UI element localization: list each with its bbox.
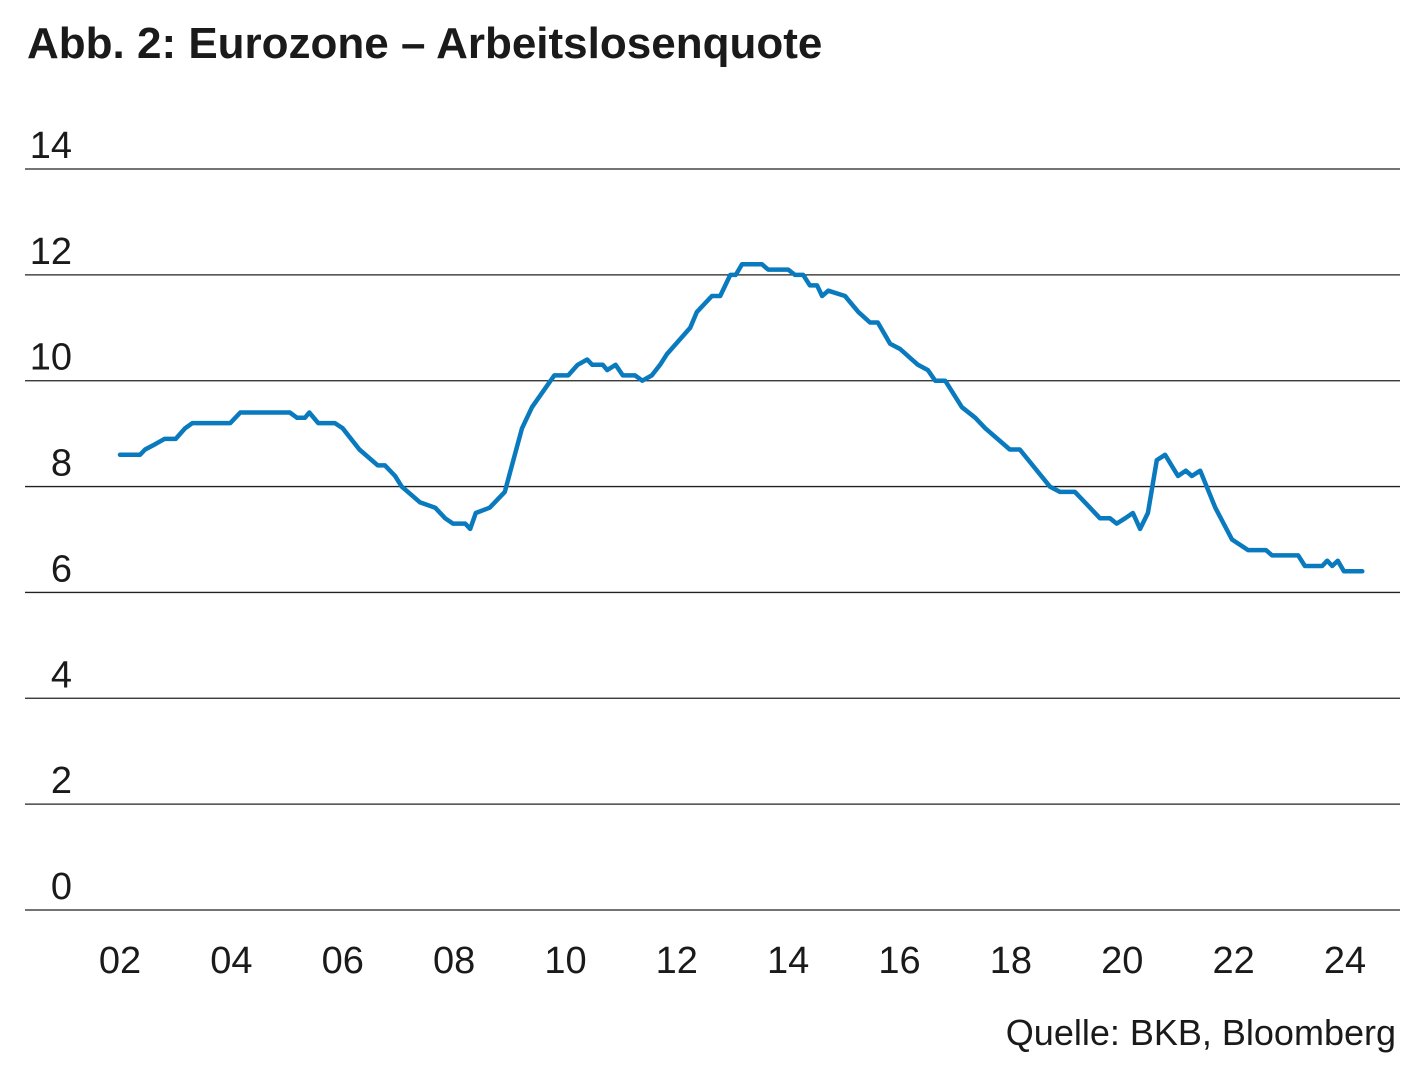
y-tick-label: 10 — [30, 337, 72, 379]
y-tick-label: 8 — [51, 443, 72, 485]
x-tick-label: 16 — [878, 940, 920, 982]
x-tick-label: 14 — [767, 940, 809, 982]
x-tick-label: 12 — [656, 940, 698, 982]
y-tick-label: 14 — [30, 125, 72, 167]
x-tick-label: 04 — [210, 940, 252, 982]
y-tick-label: 4 — [51, 654, 72, 696]
x-tick-label: 20 — [1101, 940, 1143, 982]
y-tick-label: 12 — [30, 231, 72, 273]
y-tick-label: 2 — [51, 760, 72, 802]
y-tick-label: 6 — [51, 548, 72, 590]
x-tick-label: 22 — [1212, 940, 1254, 982]
x-tick-label: 06 — [322, 940, 364, 982]
source: Quelle: BKB, Bloomberg — [1006, 1012, 1396, 1053]
x-tick-label: 24 — [1324, 940, 1366, 982]
y-tick-label: 0 — [51, 866, 72, 908]
x-tick-label: 02 — [99, 940, 141, 982]
x-tick-label: 08 — [433, 940, 475, 982]
chart-title: Abb. 2: Eurozone – Arbeitslosenquote — [27, 19, 822, 68]
x-tick-label: 10 — [544, 940, 586, 982]
data-line — [117, 262, 1365, 574]
x-tick-label: 18 — [990, 940, 1032, 982]
